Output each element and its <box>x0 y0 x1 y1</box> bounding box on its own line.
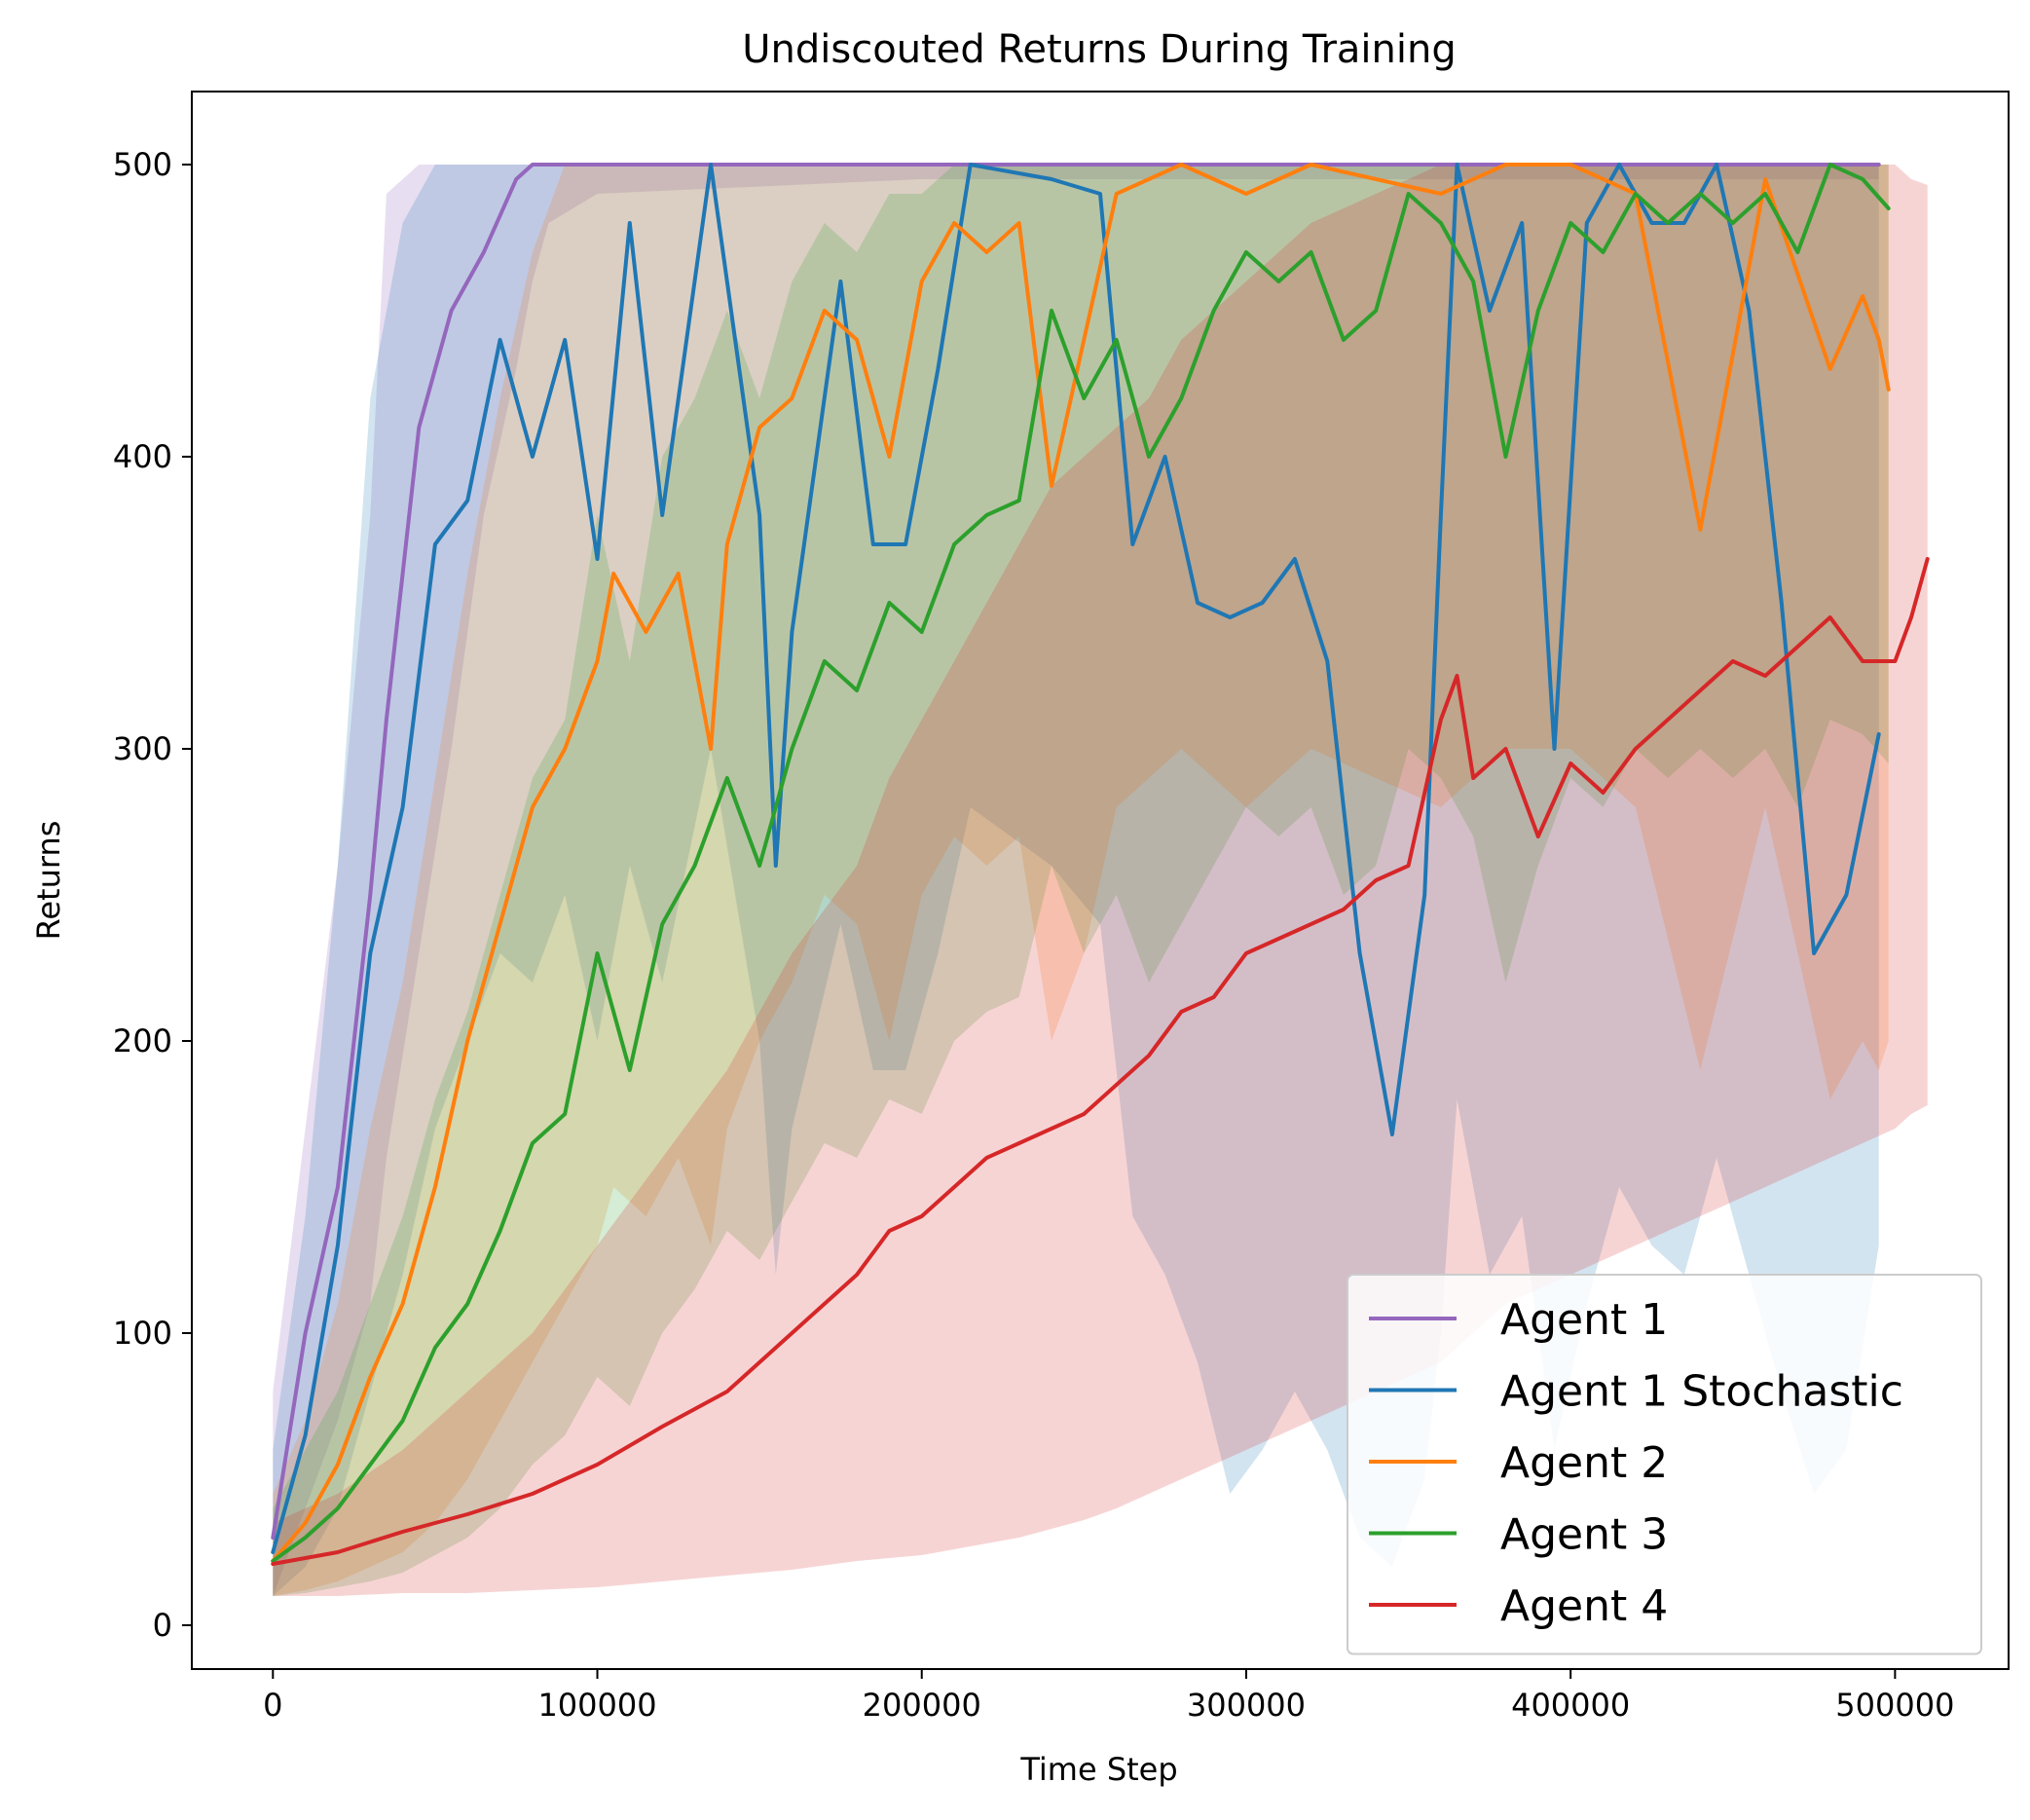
y-tick-label: 500 <box>113 146 172 183</box>
x-axis-label: Time Step <box>1019 1751 1177 1788</box>
y-tick-label: 100 <box>113 1315 172 1352</box>
y-tick-label: 0 <box>153 1607 172 1644</box>
y-axis-label: Returns <box>30 821 67 941</box>
agent-4-range-band <box>273 165 1928 1596</box>
y-tick-label: 200 <box>113 1022 172 1059</box>
line-layer <box>271 163 1930 1566</box>
agent-3-line <box>271 163 1891 1563</box>
x-axis: 0 100000 200000 300000 400000 500000 <box>263 1669 1954 1724</box>
y-tick-label: 400 <box>113 438 172 475</box>
x-tick-label: 100000 <box>537 1687 656 1724</box>
plot-frame <box>191 91 2010 1670</box>
x-tick-label: 300000 <box>1187 1687 1306 1724</box>
agent-1-stochastic-legend-label: Agent 1 Stochastic <box>1500 1367 1903 1417</box>
agent-2-line <box>271 163 1891 1563</box>
agent-3-range-band <box>273 165 1889 1596</box>
x-tick-label: 400000 <box>1511 1687 1630 1724</box>
agent-1-line <box>271 163 1881 1540</box>
x-tick-label: 0 <box>263 1687 282 1724</box>
agent-4-line <box>271 557 1930 1566</box>
x-tick-label: 500000 <box>1835 1687 1954 1724</box>
agent-1-range-band <box>273 165 1879 1596</box>
agent-1-legend-label: Agent 1 <box>1500 1295 1668 1345</box>
chart-title: Undiscouted Returns During Training <box>742 27 1456 72</box>
agent-2-range-band <box>273 165 1889 1596</box>
agent-1-stochastic-line <box>271 163 1881 1554</box>
band-layer <box>273 165 1928 1596</box>
agent-3-legend-label: Agent 3 <box>1500 1510 1668 1560</box>
agent-2-legend-label: Agent 2 <box>1500 1438 1668 1488</box>
y-tick-label: 300 <box>113 730 172 767</box>
x-tick-label: 200000 <box>863 1687 981 1724</box>
agent-4-legend-label: Agent 4 <box>1500 1581 1668 1631</box>
agent-1-stochastic-range-band <box>273 165 1879 1596</box>
y-axis: 0 100 200 300 400 500 <box>113 146 192 1644</box>
legend-box <box>1347 1274 1982 1655</box>
legend: Agent 1 Agent 1 Stochastic Agent 2 Agent 3 A… <box>1347 1274 1982 1655</box>
